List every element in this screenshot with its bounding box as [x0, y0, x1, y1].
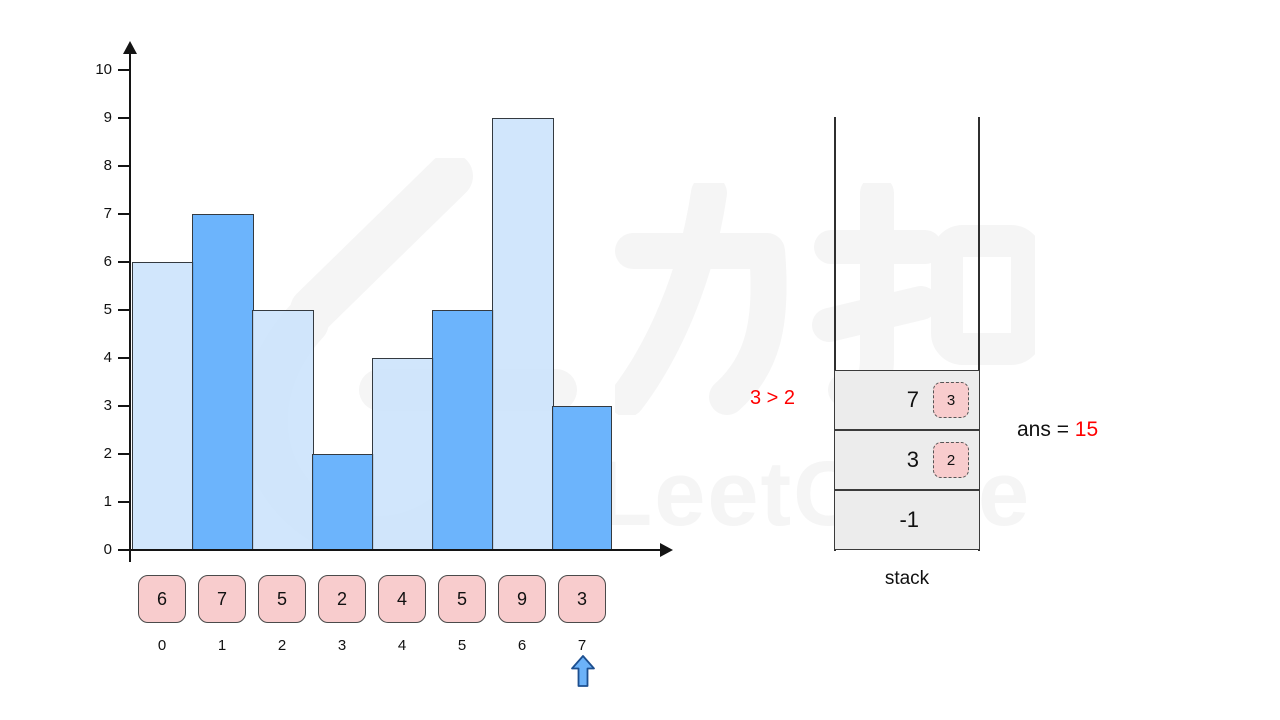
bar: [492, 118, 554, 550]
height-value-box: 5: [438, 575, 486, 623]
y-tick: [118, 117, 130, 119]
y-tick-label: 6: [103, 253, 112, 270]
y-tick-label: 5: [103, 301, 112, 318]
y-tick: [118, 69, 130, 71]
height-value-box: 7: [198, 575, 246, 623]
y-tick-label: 7: [103, 205, 112, 222]
stack-cell: -1: [834, 490, 980, 550]
height-value-box: 5: [258, 575, 306, 623]
y-tick-label: 4: [103, 349, 112, 366]
y-axis-arrow-icon: [123, 41, 137, 54]
height-value-box: 3: [558, 575, 606, 623]
bar: [132, 262, 194, 550]
index-label: 2: [277, 637, 287, 654]
bar: [432, 310, 494, 550]
y-tick-label: 8: [103, 157, 112, 174]
bar: [252, 310, 314, 550]
index-label: 3: [337, 637, 347, 654]
index-label: 4: [397, 637, 407, 654]
stack-cell-width-chip: 2: [933, 442, 969, 478]
y-tick: [118, 165, 130, 167]
index-label: 0: [157, 637, 167, 654]
index-label: 7: [577, 637, 587, 654]
stack-cell-value: -1: [899, 507, 919, 532]
index-label: 6: [517, 637, 527, 654]
x-axis-arrow-icon: [660, 543, 673, 557]
y-tick-label: 10: [95, 61, 112, 78]
stack-right-wall: [978, 117, 980, 551]
y-tick: [118, 309, 130, 311]
bar: [192, 214, 254, 550]
comparison-annotation: 3 > 2: [750, 387, 796, 409]
bar: [372, 358, 434, 550]
height-value-box: 2: [318, 575, 366, 623]
y-tick-label: 1: [103, 493, 112, 510]
height-value-box: 4: [378, 575, 426, 623]
stack-cell-value: 7: [906, 387, 919, 412]
y-tick: [118, 405, 130, 407]
stack-cell-width-chip: 3: [933, 382, 969, 418]
index-label: 1: [217, 637, 227, 654]
answer-label: ans =: [1017, 418, 1075, 441]
y-tick: [118, 213, 130, 215]
current-index-pointer-icon: [571, 655, 595, 687]
bar: [552, 406, 612, 550]
y-tick: [118, 453, 130, 455]
stack-label: stack: [884, 568, 930, 589]
index-label: 5: [457, 637, 467, 654]
bar: [312, 454, 374, 550]
y-tick-label: 2: [103, 445, 112, 462]
y-tick-label: 9: [103, 109, 112, 126]
height-value-box: 6: [138, 575, 186, 623]
y-axis: [129, 52, 131, 562]
stack-cell-value: 3: [906, 447, 919, 472]
y-tick: [118, 261, 130, 263]
y-tick: [118, 357, 130, 359]
y-tick-label: 0: [103, 541, 112, 558]
y-tick: [118, 549, 130, 551]
height-value-box: 9: [498, 575, 546, 623]
stack-left-wall: [834, 117, 836, 551]
y-tick: [118, 501, 130, 503]
answer-annotation: ans = 15: [1017, 418, 1098, 442]
x-axis: [129, 549, 662, 551]
y-tick-label: 3: [103, 397, 112, 414]
answer-value: 15: [1074, 418, 1099, 441]
